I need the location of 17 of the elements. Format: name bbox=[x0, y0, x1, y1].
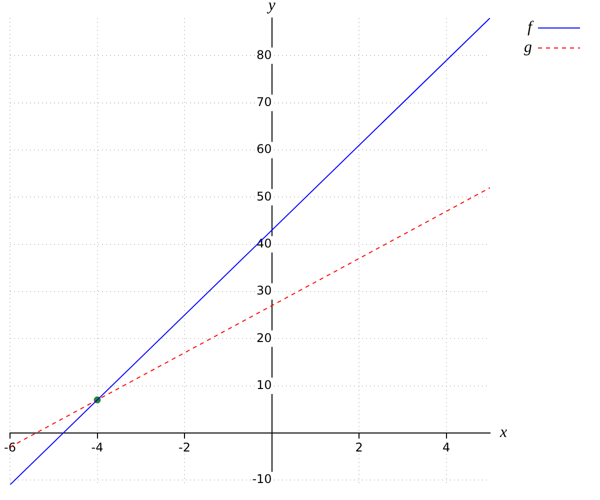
y-tick-label: 70 bbox=[256, 95, 272, 109]
x-tick-label: -2 bbox=[178, 440, 191, 454]
y-tick-label: 80 bbox=[256, 48, 272, 62]
x-tick-label: 2 bbox=[355, 440, 363, 454]
legend-label: f bbox=[528, 19, 535, 36]
x-tick-label: -4 bbox=[91, 440, 104, 454]
legend-label: g bbox=[524, 39, 532, 56]
y-tick-label: 60 bbox=[256, 142, 272, 156]
y-tick-label: 50 bbox=[256, 189, 272, 204]
x-axis-title: x bbox=[499, 424, 508, 442]
y-tick-label: -10 bbox=[252, 472, 272, 486]
y-tick-label: 10 bbox=[256, 378, 272, 392]
y-tick-label: 30 bbox=[256, 284, 272, 298]
x-tick-label: 4 bbox=[442, 440, 450, 454]
y-tick-label: 20 bbox=[256, 330, 272, 345]
x-tick-label: -6 bbox=[4, 440, 16, 454]
y-axis-title: y bbox=[266, 0, 276, 14]
